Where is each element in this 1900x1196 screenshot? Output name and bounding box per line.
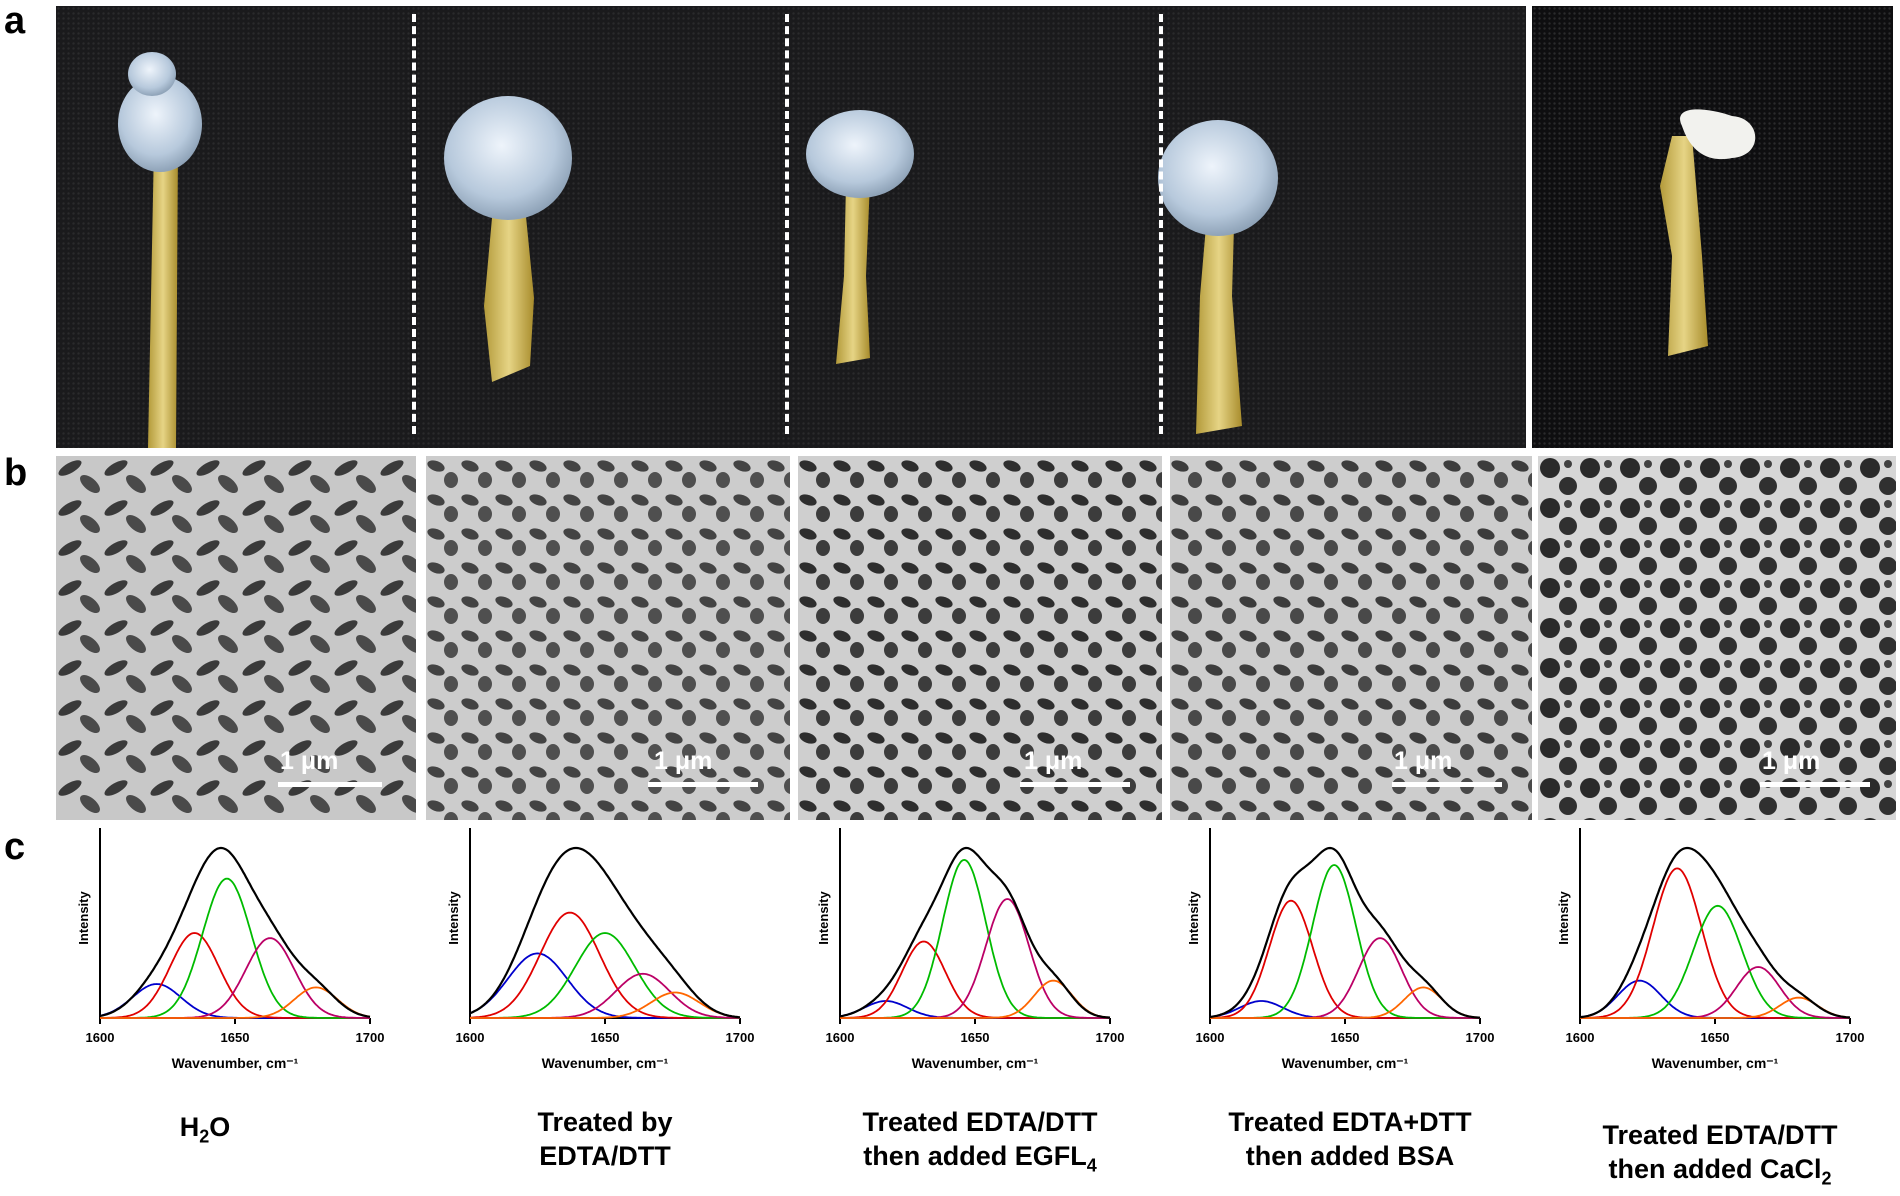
x-axis-label: Wavenumber, cm⁻¹ — [542, 1055, 669, 1071]
scale-bar — [1020, 782, 1130, 787]
component-band-5 — [100, 986, 371, 1019]
x-axis-label: Wavenumber, cm⁻¹ — [912, 1055, 1039, 1071]
x-tick-label: 1700 — [1096, 1030, 1125, 1045]
specimen-2-stalk — [484, 196, 534, 382]
specimen-3-stalk — [836, 182, 870, 364]
dashed-divider-2 — [785, 14, 789, 434]
x-axis-label: Wavenumber, cm⁻¹ — [1282, 1055, 1409, 1071]
x-axis-label: Wavenumber, cm⁻¹ — [172, 1055, 299, 1071]
y-axis-label: Intensity — [76, 891, 91, 945]
dashed-divider-1 — [412, 14, 416, 434]
scale-bar-label: 1 μm — [1394, 747, 1453, 775]
scale-bar — [1392, 782, 1502, 787]
envelope-curve — [1579, 846, 1851, 1019]
specimen-4-stalk — [1196, 226, 1242, 434]
caption-4: Treated EDTA+DTT then added BSA — [1228, 1107, 1472, 1171]
y-axis-label: Intensity — [816, 891, 831, 945]
dashed-divider-3 — [1159, 14, 1163, 434]
specimen-1-gel — [118, 76, 202, 172]
ftir-chart-5: 1600 1650 1700 Wavenumber, cm⁻¹ Intensity — [1556, 828, 1865, 1071]
caption-3: Treated EDTA/DTT then added EGFL4 — [862, 1107, 1098, 1176]
component-band-4 — [1210, 937, 1480, 1019]
photo-specimens — [118, 52, 1278, 448]
x-tick-label: 1600 — [86, 1030, 115, 1045]
tem-image-4 — [1170, 456, 1532, 820]
x-tick-label: 1650 — [1701, 1030, 1730, 1045]
specimen-4-gel — [1158, 120, 1278, 236]
ftir-chart-3: 1600 1650 1700 Wavenumber, cm⁻¹ Intensity — [816, 828, 1125, 1071]
specimen-3-gel — [806, 110, 914, 198]
envelope-curve — [839, 846, 1111, 1019]
photo-5 — [1532, 6, 1893, 448]
specimen-1-stalk — [148, 146, 178, 448]
caption-1: H2O — [179, 1112, 231, 1147]
scale-bar-label: 1 μm — [1024, 747, 1083, 775]
x-tick-label: 1600 — [826, 1030, 855, 1045]
panel-label-c: c — [4, 826, 26, 868]
component-band-2 — [1210, 899, 1480, 1019]
y-axis-label: Intensity — [446, 891, 461, 945]
component-band-5 — [1580, 996, 1851, 1019]
x-axis-label: Wavenumber, cm⁻¹ — [1652, 1055, 1779, 1071]
scale-bar-label: 1 μm — [1762, 747, 1821, 775]
y-axis-label: Intensity — [1556, 891, 1571, 945]
scale-bar — [278, 782, 382, 787]
component-band-4 — [100, 937, 370, 1019]
x-tick-label: 1700 — [726, 1030, 755, 1045]
specimen-2-gel — [444, 96, 572, 220]
x-tick-label: 1650 — [221, 1030, 250, 1045]
ftir-chart-4: 1600 1650 1700 Wavenumber, cm⁻¹ Intensity — [1186, 828, 1495, 1071]
component-band-2 — [1580, 867, 1850, 1019]
specimen-5-stalk — [1660, 136, 1708, 356]
tem-image-2 — [426, 456, 790, 820]
component-band-5 — [1210, 986, 1481, 1019]
photo-5-specimen — [1660, 109, 1756, 356]
scale-bar — [1760, 782, 1870, 787]
envelope-curve — [99, 846, 371, 1018]
scale-bar-label: 1 μm — [654, 747, 713, 775]
x-tick-label: 1600 — [1196, 1030, 1225, 1045]
panel-label-a: a — [4, 0, 26, 42]
caption-2: Treated by EDTA/DTT — [537, 1107, 673, 1171]
x-tick-label: 1650 — [1331, 1030, 1360, 1045]
x-tick-label: 1700 — [1466, 1030, 1495, 1045]
envelope-curve — [469, 846, 741, 1019]
component-band-4 — [840, 898, 1110, 1019]
tem-image-3 — [798, 456, 1162, 820]
x-tick-label: 1700 — [1836, 1030, 1865, 1045]
panel-label-b: b — [4, 452, 28, 494]
envelope-curve — [1209, 846, 1481, 1019]
caption-5: Treated EDTA/DTT then added CaCl2 — [1602, 1120, 1838, 1189]
x-tick-label: 1650 — [591, 1030, 620, 1045]
ftir-chart-2: 1600 1650 1700 Wavenumber, cm⁻¹ Intensity — [446, 828, 755, 1071]
scale-bar-label: 1 μm — [280, 747, 339, 775]
tem-image-1 — [56, 456, 416, 820]
x-tick-label: 1700 — [356, 1030, 385, 1045]
scale-bar — [648, 782, 758, 787]
x-tick-label: 1600 — [456, 1030, 485, 1045]
component-band-4 — [470, 972, 740, 1019]
x-tick-label: 1650 — [961, 1030, 990, 1045]
ftir-chart-1: 1600 1650 1700 Wavenumber, cm⁻¹ Intensity — [76, 828, 385, 1071]
component-band-5 — [470, 991, 741, 1019]
photo-strip-main — [56, 6, 1526, 448]
tem-image-5 — [1538, 456, 1896, 820]
x-tick-label: 1600 — [1566, 1030, 1595, 1045]
y-axis-label: Intensity — [1186, 891, 1201, 945]
specimen-5-gel — [1680, 109, 1756, 160]
component-band-2 — [99, 932, 370, 1019]
